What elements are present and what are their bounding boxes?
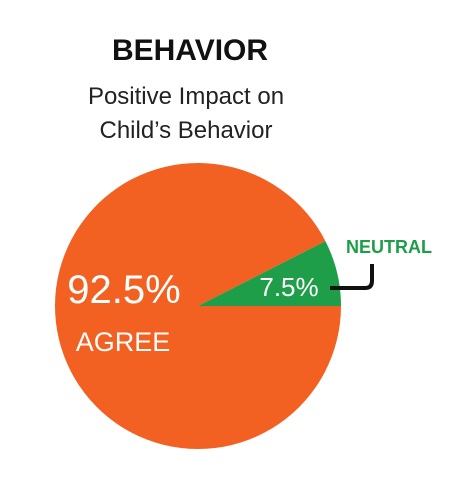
chart-title: BEHAVIOR bbox=[112, 34, 268, 67]
pie-slice-agree bbox=[55, 163, 342, 450]
agree-category-label: AGREE bbox=[76, 327, 171, 357]
agree-value-label: 92.5% bbox=[67, 268, 180, 312]
pie-slices bbox=[55, 163, 342, 450]
neutral-leader-line bbox=[330, 264, 374, 290]
chart-subtitle-line-1: Positive Impact on bbox=[88, 83, 284, 110]
chart-subtitle-line-2: Child’s Behavior bbox=[100, 117, 273, 144]
neutral-value-label: 7.5% bbox=[259, 272, 318, 302]
pie-slice-neutral bbox=[198, 241, 341, 306]
neutral-category-label: NEUTRAL bbox=[346, 237, 432, 257]
